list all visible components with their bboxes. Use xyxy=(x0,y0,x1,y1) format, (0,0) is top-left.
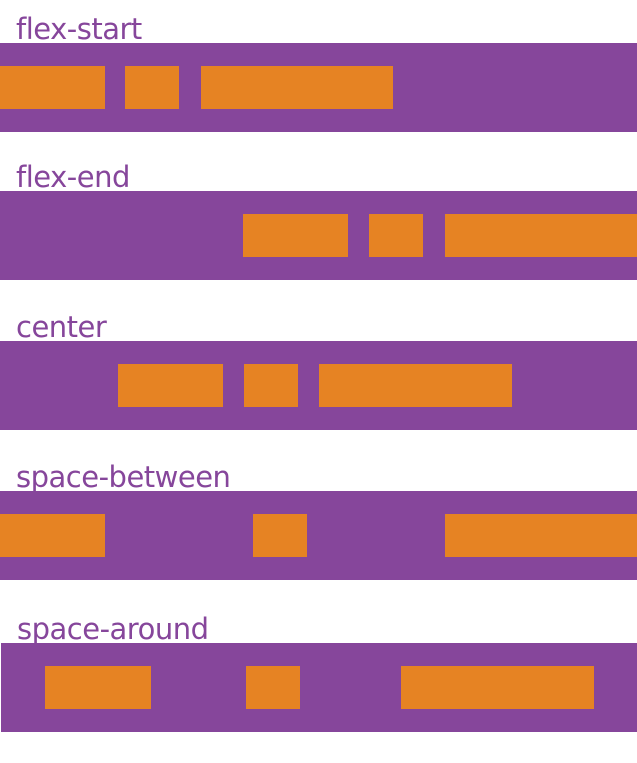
item-1 xyxy=(45,666,151,709)
item-3 xyxy=(445,514,637,557)
item-1 xyxy=(0,514,105,557)
container-flex-end xyxy=(0,191,637,280)
container-space-between xyxy=(0,491,637,580)
container-flex-start xyxy=(0,43,637,132)
label-flex-start: flex-start xyxy=(16,12,142,46)
item-3 xyxy=(319,364,512,407)
label-space-around: space-around xyxy=(17,612,209,646)
label-flex-end: flex-end xyxy=(16,160,130,194)
item-1 xyxy=(118,364,223,407)
item-3 xyxy=(445,214,637,257)
item-1 xyxy=(0,66,105,109)
container-center xyxy=(0,341,637,430)
item-2 xyxy=(125,66,179,109)
item-2 xyxy=(369,214,423,257)
item-3 xyxy=(401,666,594,709)
container-space-around xyxy=(1,643,637,732)
label-center: center xyxy=(16,310,107,344)
label-space-between: space-between xyxy=(16,460,231,494)
item-1 xyxy=(243,214,348,257)
item-2 xyxy=(246,666,300,709)
item-2 xyxy=(244,364,298,407)
item-3 xyxy=(201,66,393,109)
item-2 xyxy=(253,514,307,557)
